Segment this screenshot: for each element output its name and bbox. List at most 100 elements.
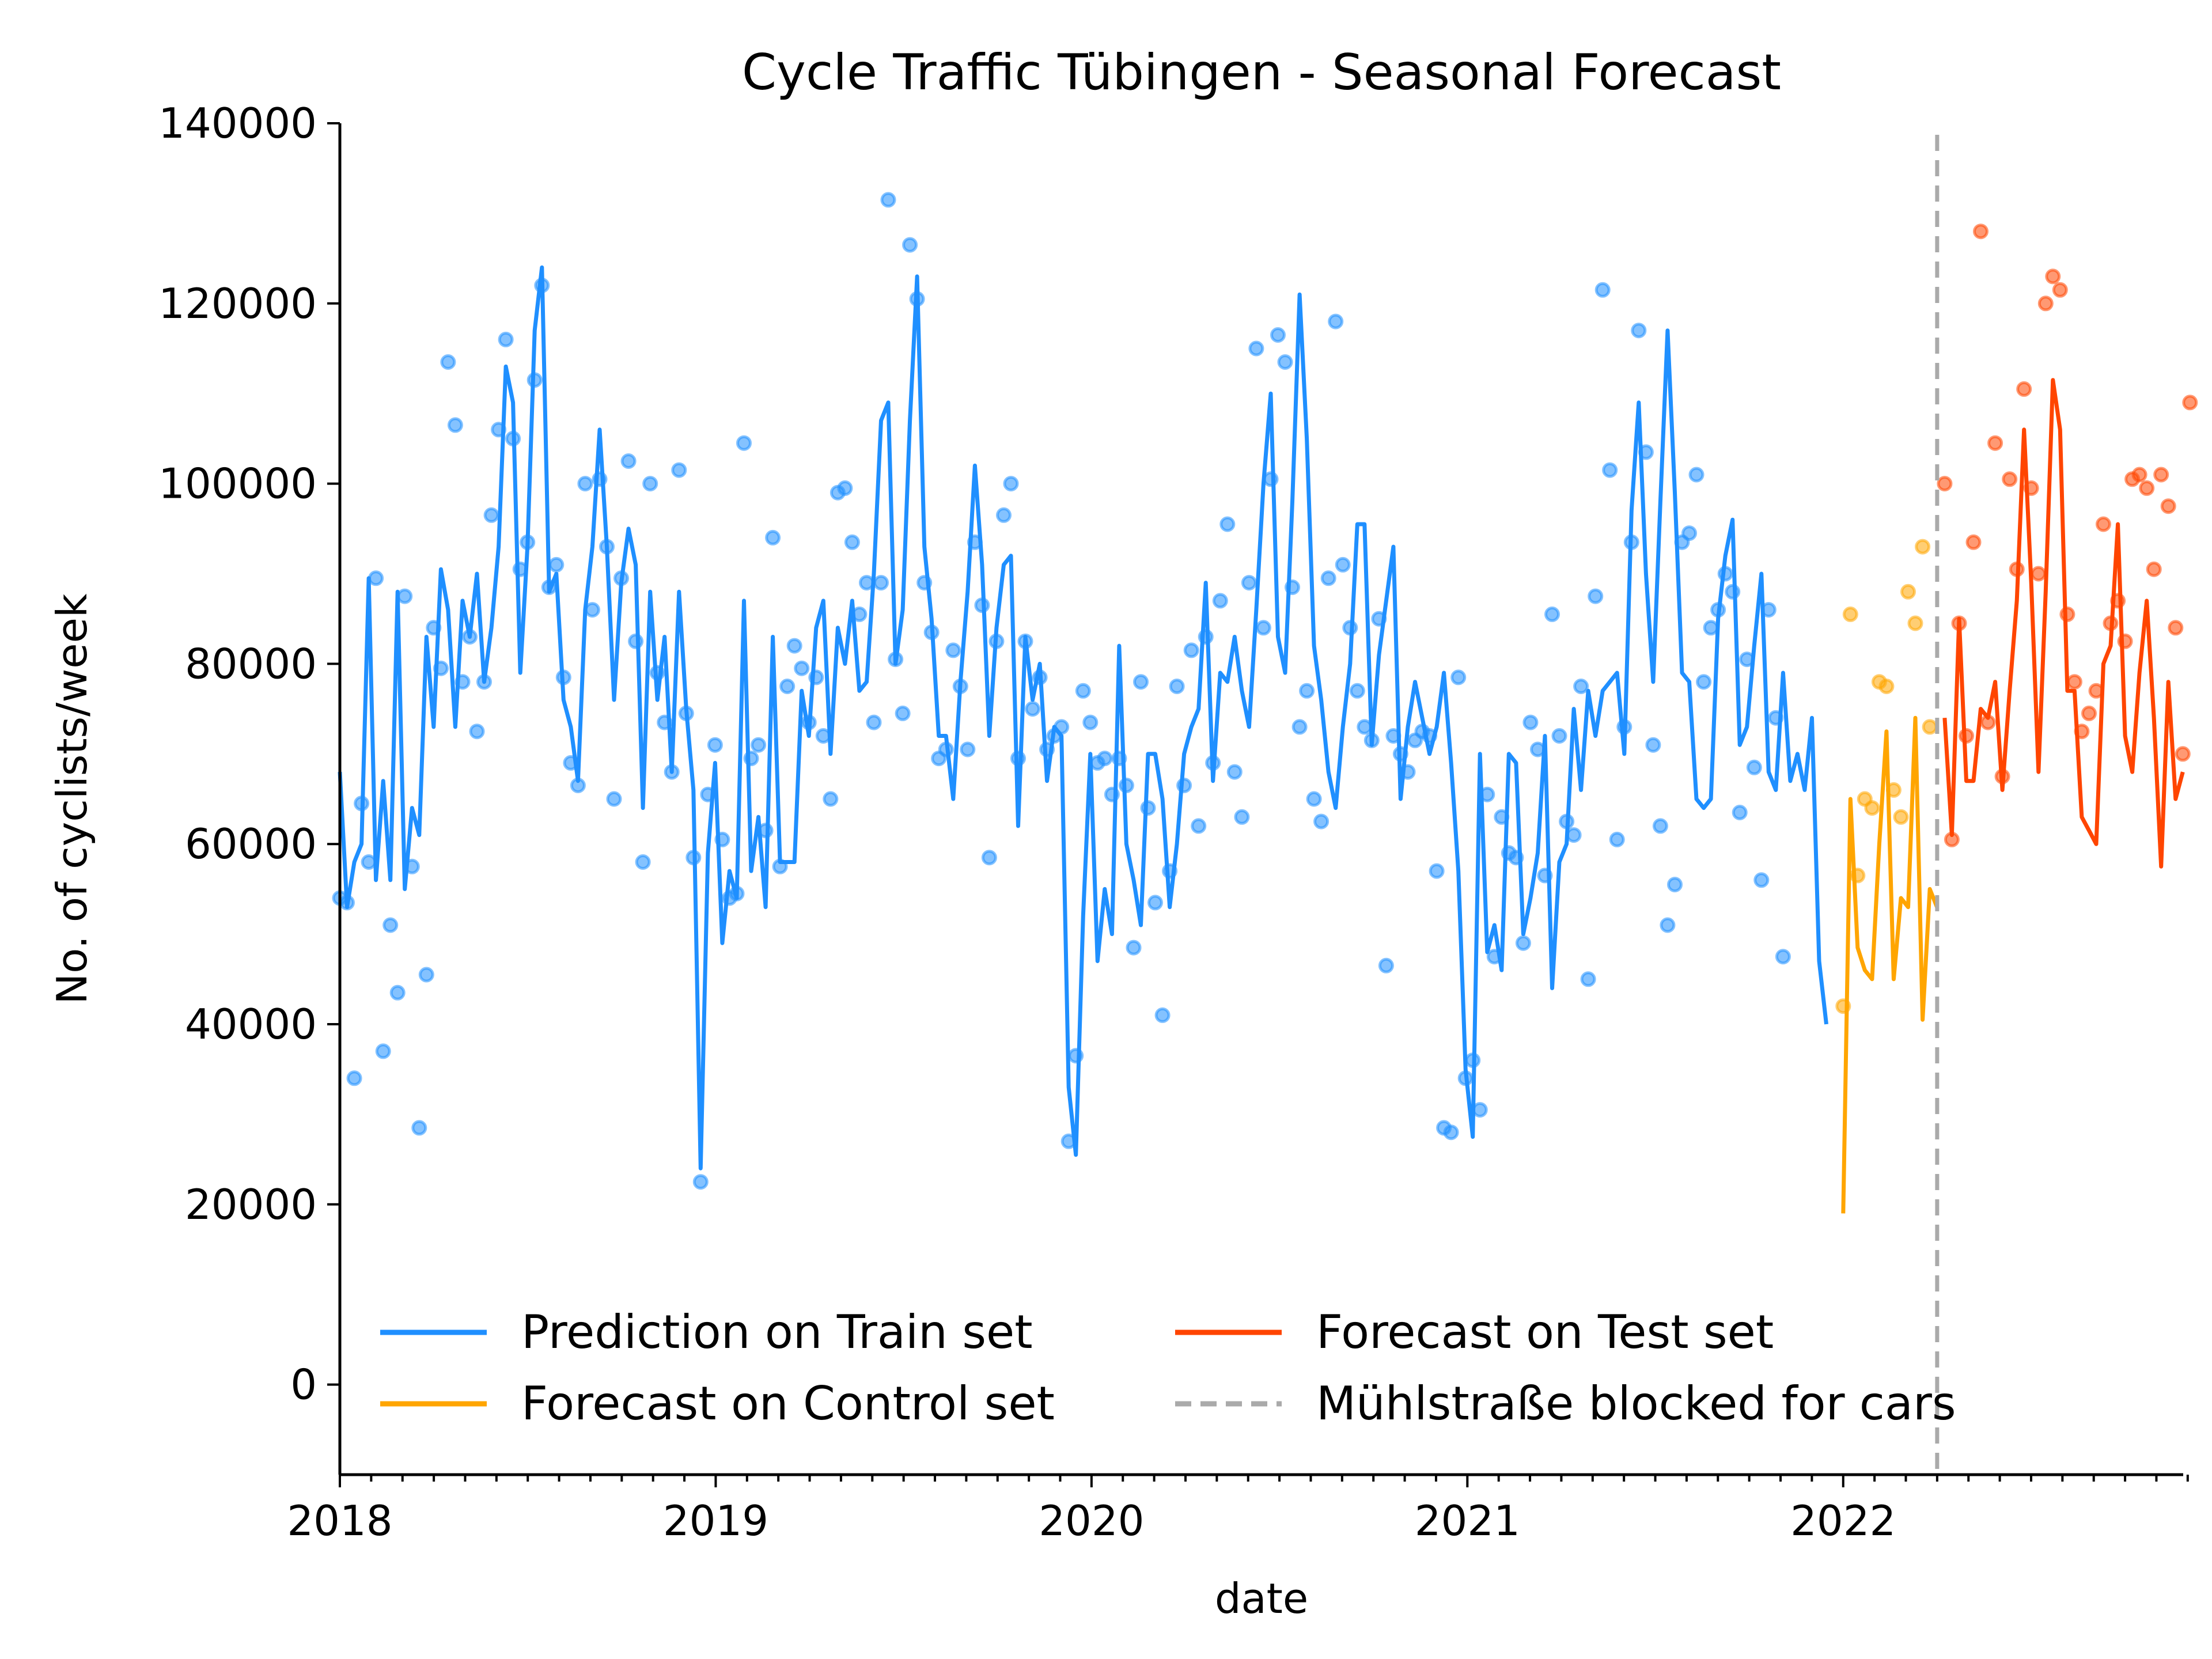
observation-point — [1335, 556, 1351, 573]
x-tick-label: 2020 — [1039, 1497, 1144, 1545]
y-tick-label: 20000 — [185, 1180, 317, 1229]
observation-point — [902, 237, 918, 253]
observation-point — [2016, 381, 2032, 397]
observation-point — [2175, 746, 2191, 762]
observation-points-0 — [332, 192, 1791, 1190]
observation-point — [779, 679, 796, 694]
observation-point — [368, 570, 384, 586]
observation-point — [2153, 467, 2169, 483]
observation-point — [2037, 296, 2054, 312]
observation-point — [1652, 818, 1668, 834]
observation-point — [2031, 566, 2047, 582]
observation-point — [1566, 827, 1582, 843]
observation-point — [1097, 751, 1113, 767]
observation-point — [584, 602, 600, 618]
observation-point — [2045, 268, 2061, 285]
observation-point — [1580, 971, 1596, 987]
observation-point — [1219, 516, 1236, 532]
observation-point — [1429, 863, 1445, 879]
observation-point — [1922, 719, 1938, 735]
observation-point — [389, 984, 406, 1001]
y-tick-label: 0 — [290, 1361, 317, 1409]
observation-point — [671, 462, 687, 478]
observation-point — [1594, 282, 1611, 298]
observation-point — [620, 453, 637, 469]
observation-point — [1915, 539, 1931, 555]
y-tick-label: 40000 — [185, 1000, 317, 1048]
observation-point — [1907, 615, 1923, 631]
observation-point — [1183, 642, 1199, 658]
observation-point — [1775, 949, 1791, 965]
observation-point — [1681, 525, 1697, 541]
observation-point — [1191, 818, 1207, 834]
observation-point — [707, 737, 723, 753]
observation-point — [1270, 327, 1286, 343]
observation-point — [346, 1070, 362, 1086]
observation-point — [1169, 679, 1185, 694]
observation-point — [2139, 480, 2155, 496]
legend-label-control: Forecast on Control set — [521, 1377, 1055, 1430]
observation-point — [823, 791, 839, 807]
observation-point — [1291, 719, 1308, 735]
observation-point — [469, 724, 485, 740]
observation-point — [1667, 877, 1683, 893]
observation-point — [2066, 674, 2082, 690]
observation-point — [642, 476, 658, 492]
observation-point — [1893, 809, 1909, 825]
observation-point — [635, 854, 651, 870]
observation-point — [1900, 584, 1916, 600]
observation-point — [1965, 534, 1982, 550]
observation-point — [1248, 340, 1264, 357]
legend: Prediction on Train set Forecast on Cont… — [380, 1305, 1956, 1430]
series-line-0 — [338, 265, 1828, 1171]
observation-point — [1241, 575, 1257, 591]
observation-point — [1226, 764, 1243, 780]
observation-point — [1357, 719, 1373, 735]
observation-point — [692, 1174, 709, 1190]
observation-point — [2160, 498, 2176, 514]
observation-point — [786, 638, 802, 654]
observation-point — [1573, 679, 1589, 694]
observation-point — [1631, 323, 1647, 339]
axes — [338, 123, 2183, 1476]
x-tick-label: 2019 — [663, 1497, 768, 1545]
x-tick-label: 2018 — [287, 1497, 392, 1545]
observation-points-2 — [1937, 224, 2198, 847]
observation-point — [628, 633, 644, 649]
y-tick-label: 80000 — [185, 639, 317, 688]
observation-point — [447, 417, 463, 433]
series-line-1 — [1841, 715, 1939, 1214]
series-line-2 — [1942, 378, 2185, 869]
observation-point — [1472, 1102, 1488, 1118]
observation-point — [498, 331, 514, 347]
y-tick-label: 140000 — [158, 99, 317, 147]
observation-point — [375, 1043, 391, 1059]
observation-point — [2081, 705, 2097, 721]
legend-label-test: Forecast on Test set — [1316, 1305, 1774, 1359]
observation-point — [1212, 593, 1228, 609]
observation-point — [1082, 714, 1099, 730]
observation-point — [1544, 606, 1560, 622]
observation-point — [1234, 809, 1250, 825]
x-tick-label: 2022 — [1790, 1497, 1896, 1545]
observation-point — [1025, 701, 1041, 717]
observation-point — [2052, 282, 2068, 298]
observation-point — [577, 476, 593, 492]
observation-point — [765, 529, 781, 546]
observation-point — [1003, 476, 1019, 492]
observation-point — [1609, 831, 1625, 847]
observation-point — [1515, 935, 1531, 951]
observation-point — [1133, 674, 1149, 690]
observation-point — [1703, 620, 1719, 636]
legend-label-blocked: Mühlstraße blocked for cars — [1316, 1377, 1956, 1430]
observation-point — [2131, 467, 2147, 483]
observation-point — [1753, 872, 1770, 888]
observation-point — [1378, 957, 1394, 974]
observation-point — [1696, 674, 1712, 690]
observation-point — [1306, 791, 1322, 807]
observation-point — [1645, 737, 1661, 753]
observation-point — [548, 556, 565, 573]
observation-point — [1660, 917, 1676, 933]
observation-point — [844, 534, 860, 550]
